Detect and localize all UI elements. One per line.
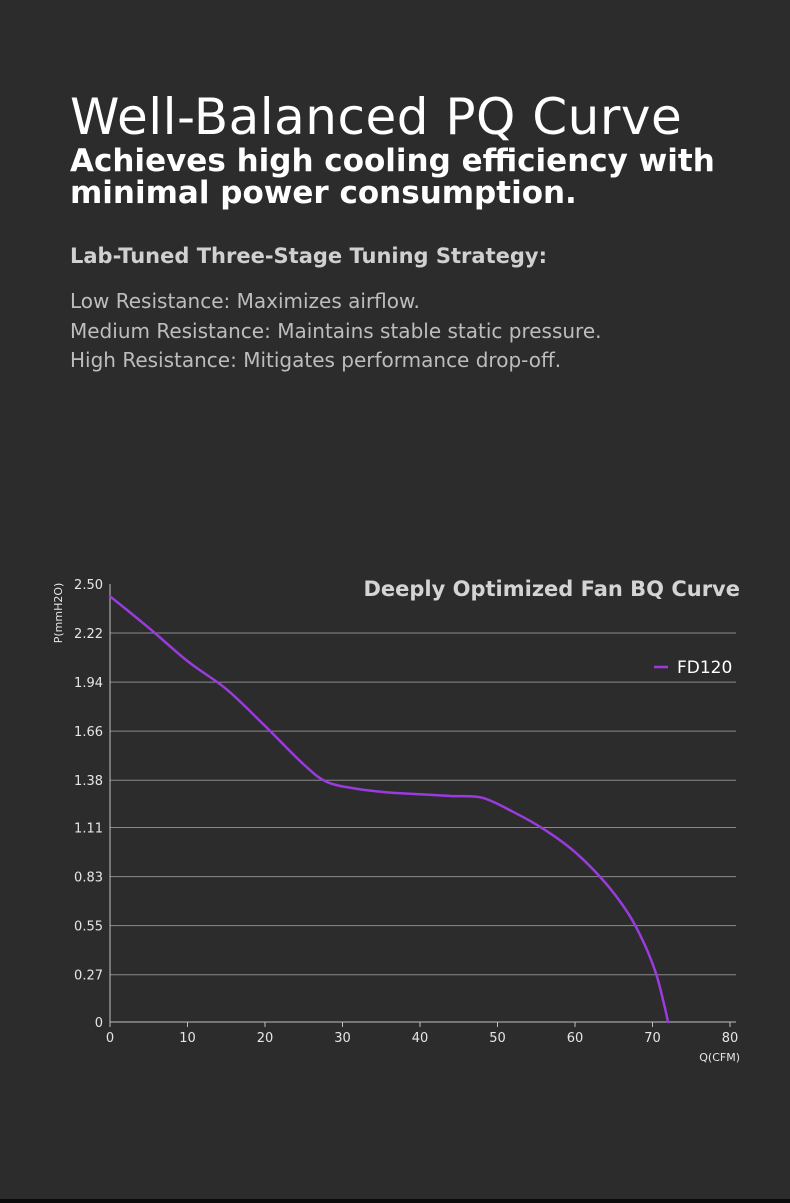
chart-title: Deeply Optimized Fan BQ Curve — [363, 577, 740, 601]
strategy-item-medium: Medium Resistance: Maintains stable stat… — [70, 318, 602, 343]
strategy-list: Low Resistance: Maximizes airflow. Mediu… — [70, 287, 602, 376]
x-tick-label: 70 — [644, 1031, 661, 1046]
axes — [109, 584, 736, 1027]
x-tick-label: 30 — [334, 1031, 351, 1046]
strategy-item-low: Low Resistance: Maximizes airflow. — [70, 289, 420, 313]
x-tick-label: 20 — [257, 1031, 274, 1046]
page-title: Well-Balanced PQ Curve — [70, 88, 683, 146]
strategy-heading: Lab-Tuned Three-Stage Tuning Strategy: — [70, 244, 547, 268]
strategy-item-high: High Resistance: Mitigates performance d… — [70, 348, 562, 372]
page-subtitle: Achieves high cooling efficiency with mi… — [70, 143, 715, 211]
series-line-fd120 — [108, 595, 670, 1024]
y-tick-label: 0 — [95, 1016, 103, 1031]
y-tick-label: 0.27 — [74, 969, 103, 984]
y-tick-label: 2.22 — [74, 627, 103, 642]
x-tick-label: 80 — [722, 1031, 739, 1046]
y-tick-label: 1.11 — [74, 822, 103, 837]
y-tick-label: 1.94 — [74, 676, 103, 691]
series-layer — [108, 595, 670, 1024]
x-tick-label: 60 — [567, 1031, 584, 1046]
x-tick-label: 50 — [489, 1031, 506, 1046]
grid-lines — [110, 632, 736, 976]
bottom-divider — [0, 1199, 790, 1203]
legend: FD120 — [654, 658, 732, 678]
y-tick-label: 2.50 — [74, 578, 103, 593]
y-tick-labels: 0 0.27 0.55 0.83 1.11 1.38 1.66 1.94 2.22 2.50 — [74, 578, 103, 1031]
y-tick-label: 0.83 — [74, 871, 103, 886]
x-tick-label: 10 — [179, 1031, 196, 1046]
x-tick-label: 0 — [106, 1031, 114, 1046]
pq-curve-chart: 0 0.27 0.55 0.83 1.11 1.38 1.66 1.94 2.22 2.50 0 1… — [52, 577, 740, 1064]
y-tick-label: 1.38 — [74, 774, 103, 789]
y-tick-label: 0.55 — [74, 920, 103, 935]
legend-label: FD120 — [677, 658, 732, 678]
x-tick-labels: 0 10 20 30 40 50 60 70 80 — [106, 1031, 738, 1046]
y-axis-label: P(mmH2O) — [52, 583, 65, 644]
x-tick-label: 40 — [412, 1031, 429, 1046]
y-tick-label: 1.66 — [74, 725, 103, 740]
x-axis-label: Q(CFM) — [699, 1051, 740, 1064]
